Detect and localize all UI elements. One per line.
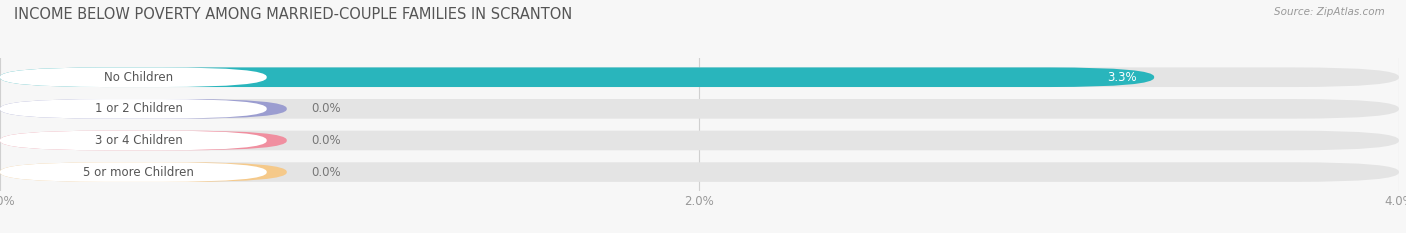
FancyBboxPatch shape	[0, 162, 1399, 182]
FancyBboxPatch shape	[0, 131, 287, 150]
Text: 3 or 4 Children: 3 or 4 Children	[94, 134, 183, 147]
FancyBboxPatch shape	[0, 99, 267, 119]
Text: 1 or 2 Children: 1 or 2 Children	[94, 102, 183, 115]
Text: 3.3%: 3.3%	[1107, 71, 1136, 84]
Text: INCOME BELOW POVERTY AMONG MARRIED-COUPLE FAMILIES IN SCRANTON: INCOME BELOW POVERTY AMONG MARRIED-COUPL…	[14, 7, 572, 22]
FancyBboxPatch shape	[0, 162, 287, 182]
Text: 0.0%: 0.0%	[311, 102, 340, 115]
FancyBboxPatch shape	[0, 67, 1154, 87]
Text: Source: ZipAtlas.com: Source: ZipAtlas.com	[1274, 7, 1385, 17]
FancyBboxPatch shape	[0, 131, 1399, 150]
Text: 0.0%: 0.0%	[311, 166, 340, 178]
Text: 0.0%: 0.0%	[311, 134, 340, 147]
Text: No Children: No Children	[104, 71, 173, 84]
FancyBboxPatch shape	[0, 67, 267, 87]
FancyBboxPatch shape	[0, 162, 267, 182]
FancyBboxPatch shape	[0, 67, 1399, 87]
Text: 5 or more Children: 5 or more Children	[83, 166, 194, 178]
FancyBboxPatch shape	[0, 99, 287, 119]
FancyBboxPatch shape	[0, 131, 267, 150]
FancyBboxPatch shape	[0, 99, 1399, 119]
